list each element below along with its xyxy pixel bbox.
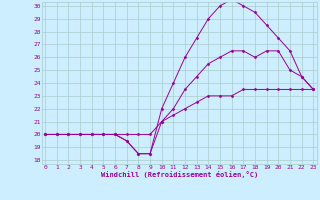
X-axis label: Windchill (Refroidissement éolien,°C): Windchill (Refroidissement éolien,°C) <box>100 171 258 178</box>
